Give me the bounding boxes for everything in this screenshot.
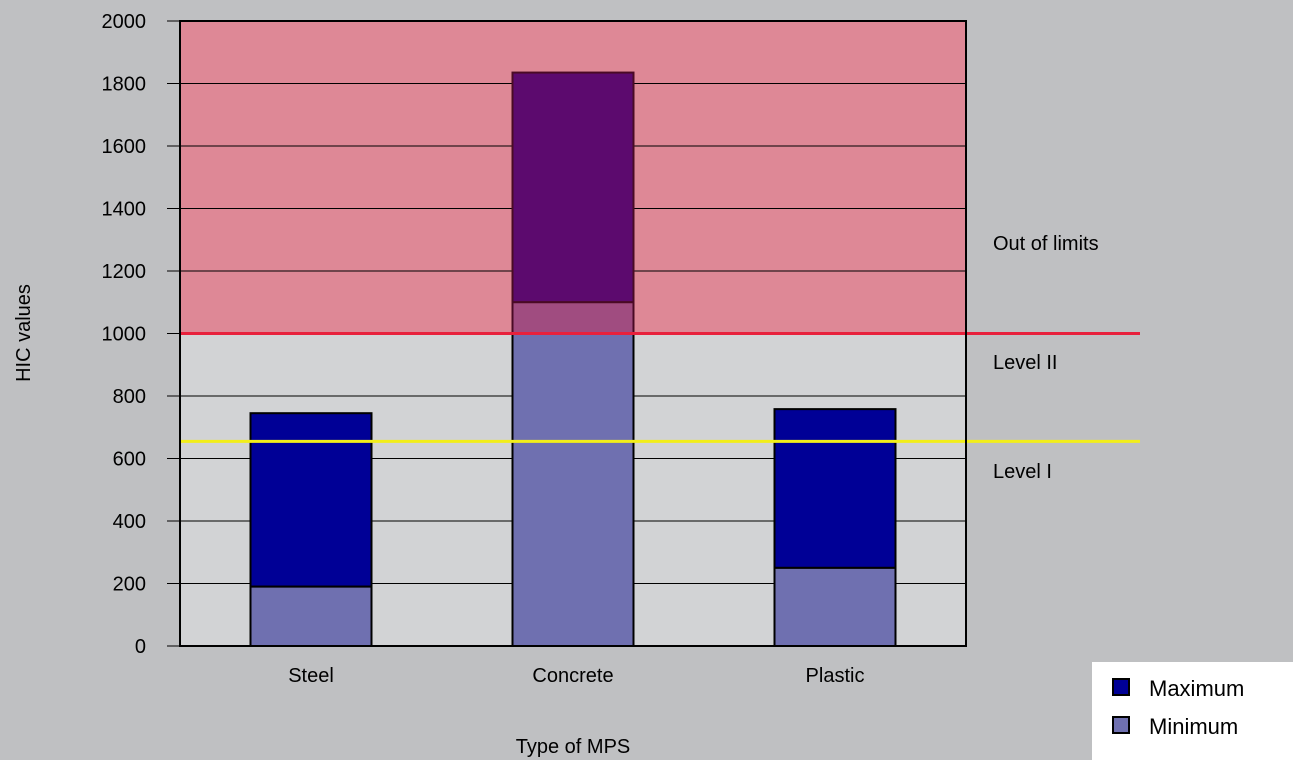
legend-swatch-minimum	[1112, 716, 1130, 734]
legend-label-minimum: Minimum	[1149, 714, 1238, 739]
legend-label-maximum: Maximum	[1149, 676, 1244, 701]
bar-minimum-steel	[249, 585, 373, 647]
x-axis-title: Type of MPS	[516, 736, 631, 758]
labels-layer: Steel Concrete Plastic 0 200 400 600 800 1000 120…	[102, 11, 1099, 687]
y-tick-label-0: 0	[135, 636, 146, 658]
y-tick-label-800: 800	[113, 386, 146, 408]
y-tick-label-600: 600	[113, 449, 146, 471]
bar-minimum-concrete-out-of-limits	[511, 301, 635, 335]
y-axis-title: HIC values	[13, 284, 35, 382]
y-tick-label-1600: 1600	[102, 136, 147, 158]
bars-layer	[249, 71, 897, 647]
y-tick-label-1400: 1400	[102, 199, 147, 221]
y-tick-label-400: 400	[113, 511, 146, 533]
y-tick-label-1200: 1200	[102, 261, 147, 283]
bar-maximum-plastic	[773, 408, 897, 569]
bar-minimum-plastic	[773, 566, 897, 647]
x-tick-label-steel: Steel	[288, 665, 334, 687]
threshold-layer	[180, 332, 1140, 443]
x-tick-label-concrete: Concrete	[532, 665, 613, 687]
axes-layer	[167, 20, 967, 647]
y-tick-label-200: 200	[113, 574, 146, 596]
zone-label-out-of-limits: Out of limits	[993, 233, 1099, 255]
zone-label-level-ii: Level II	[993, 352, 1057, 374]
x-tick-label-plastic: Plastic	[806, 665, 865, 687]
y-tick-label-2000: 2000	[102, 11, 147, 33]
legend: Maximum Minimum	[1092, 662, 1293, 760]
y-tick-label-1000: 1000	[102, 324, 147, 346]
bar-maximum-steel	[249, 412, 373, 588]
legend-swatch-maximum	[1112, 678, 1130, 696]
y-tick-label-1800: 1800	[102, 74, 147, 96]
bar-minimum-concrete	[511, 332, 635, 647]
zone-label-level-i: Level I	[993, 461, 1052, 483]
bar-maximum-concrete-out-of-limits	[511, 71, 635, 304]
